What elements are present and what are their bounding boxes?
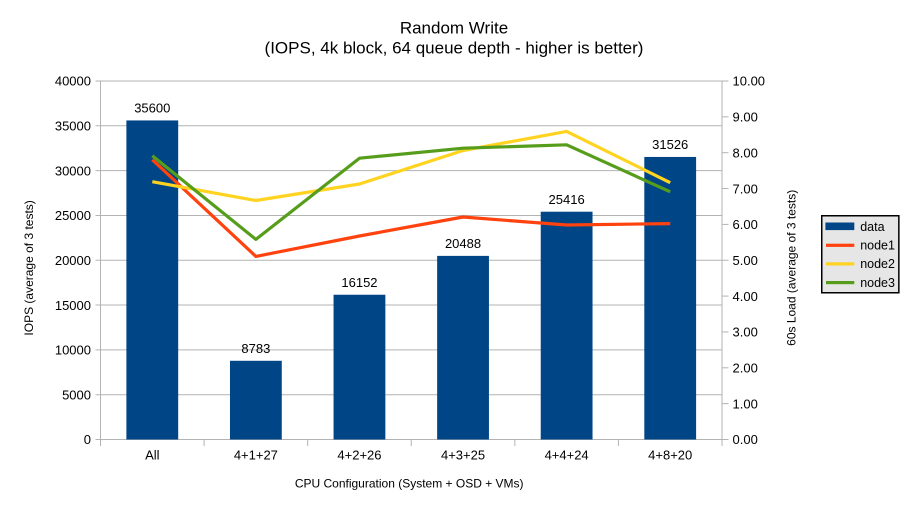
svg-text:(IOPS, 4k block, 64 queue dept: (IOPS, 4k block, 64 queue depth - higher… [265,39,644,58]
svg-text:node3: node3 [860,276,895,290]
svg-text:5000: 5000 [62,387,91,402]
svg-text:6.00: 6.00 [733,217,758,232]
svg-text:10000: 10000 [55,343,91,358]
svg-text:8783: 8783 [241,341,270,356]
svg-text:4+1+27: 4+1+27 [234,447,278,462]
svg-text:0: 0 [84,432,91,447]
svg-text:9.00: 9.00 [733,110,758,125]
svg-text:CPU Configuration (System + OS: CPU Configuration (System + OSD + VMs) [295,477,524,491]
svg-text:1.00: 1.00 [733,396,758,411]
svg-text:7.00: 7.00 [733,181,758,196]
svg-text:4+8+20: 4+8+20 [648,447,692,462]
svg-text:25000: 25000 [55,208,91,223]
svg-text:IOPS (average of 3 tests): IOPS (average of 3 tests) [22,200,36,335]
svg-text:10.00: 10.00 [733,74,766,89]
svg-text:Random Write: Random Write [400,19,508,38]
svg-text:31526: 31526 [652,137,688,152]
svg-text:node2: node2 [860,257,895,271]
svg-text:25416: 25416 [549,192,585,207]
svg-text:4+4+24: 4+4+24 [545,447,589,462]
svg-text:60s Load (average of 3 tests): 60s Load (average of 3 tests) [785,190,799,346]
svg-text:35000: 35000 [55,119,91,134]
svg-text:3.00: 3.00 [733,325,758,340]
svg-text:40000: 40000 [55,74,91,89]
svg-text:4.00: 4.00 [733,289,758,304]
svg-text:4+3+25: 4+3+25 [441,447,485,462]
svg-text:All: All [145,447,160,462]
svg-text:5.00: 5.00 [733,253,758,268]
svg-text:node1: node1 [860,239,895,253]
svg-text:0.00: 0.00 [733,432,758,447]
svg-text:data: data [860,220,884,234]
svg-text:2.00: 2.00 [733,361,758,376]
svg-text:30000: 30000 [55,163,91,178]
svg-text:20000: 20000 [55,253,91,268]
svg-text:35600: 35600 [134,101,170,116]
svg-text:16152: 16152 [341,275,377,290]
svg-text:20488: 20488 [445,236,481,251]
svg-text:15000: 15000 [55,298,91,313]
svg-text:4+2+26: 4+2+26 [337,447,381,462]
svg-text:8.00: 8.00 [733,145,758,160]
